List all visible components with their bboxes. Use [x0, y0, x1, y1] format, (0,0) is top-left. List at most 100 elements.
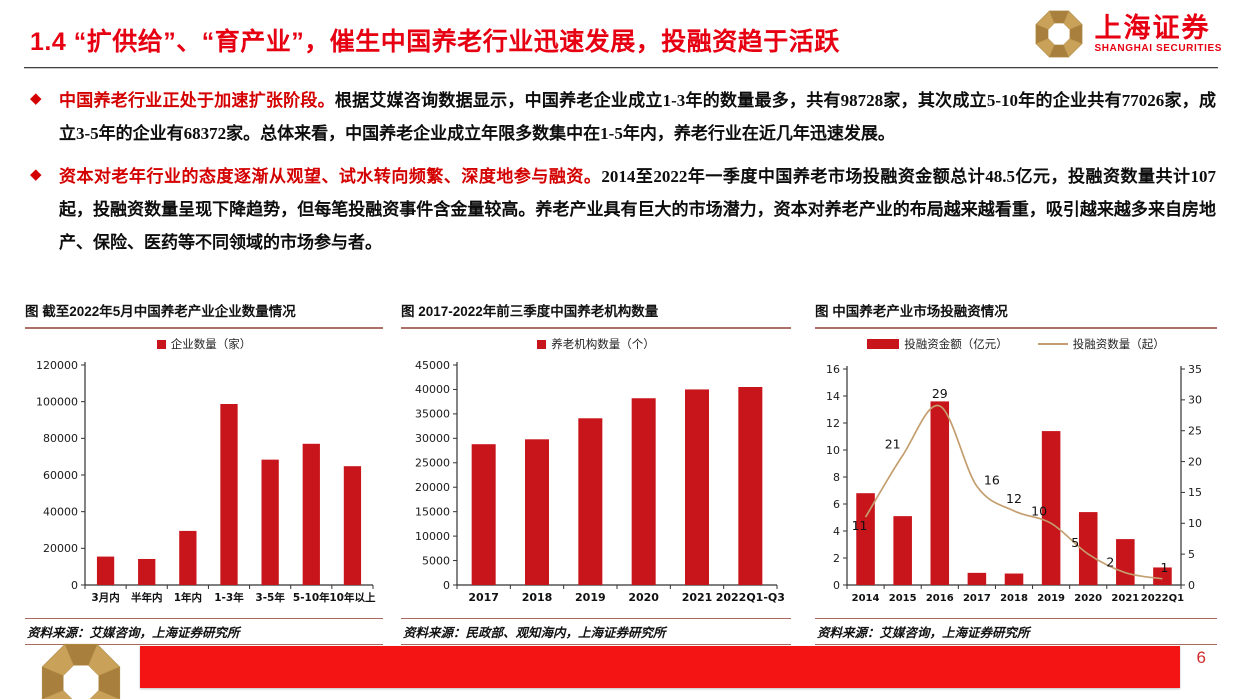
x-axis-label: 2015 [889, 593, 917, 604]
bar [1041, 431, 1061, 585]
bar [930, 401, 950, 585]
gem-center [63, 665, 99, 699]
y2-axis-label: 15 [1188, 486, 1202, 499]
bar [179, 530, 197, 585]
chart-institution-count: 图 2017-2022年前三季度中国养老机构数量 养老机构数量（个） 0 5000… [401, 300, 791, 645]
y-axis-label: 2 [833, 552, 840, 565]
bullet-lead: 资本对老年行业的态度逐渐从观望、试水转向频繁、深度地参与融资。 [59, 167, 602, 186]
line-data-label: 21 [885, 436, 901, 451]
bar [685, 389, 709, 585]
chart-source: 资料来源：民政部、观知海内，上海证券研究所 [401, 618, 791, 645]
x-axis-label: 2021 [1111, 593, 1139, 604]
x-axis-label: 3月内 [91, 591, 119, 604]
x-axis-label: 2014 [852, 593, 880, 604]
bullet-item: ◆ 资本对老年行业的态度逐渐从观望、试水转向频繁、深度地参与融资。2014至202… [30, 160, 1216, 259]
footer-banner [140, 646, 1180, 688]
chart-source: 资料来源：艾媒咨询，上海证券研究所 [815, 618, 1217, 645]
y-axis-label: 120000 [36, 359, 78, 372]
bar-legend-swatch [867, 339, 900, 349]
line-data-label: 10 [1031, 503, 1047, 518]
y2-axis-label: 25 [1188, 425, 1202, 438]
y-axis-label: 40000 [43, 505, 78, 518]
legend-label: 养老机构数量（个） [551, 339, 655, 351]
y-axis-label: 0 [833, 579, 840, 592]
bar [967, 572, 987, 585]
gem-facet [41, 689, 73, 699]
bullet-item: ◆ 中国养老行业正处于加速扩张阶段。根据艾媒咨询数据显示，中国养老企业成立1-3年… [30, 84, 1216, 150]
bullet-list: ◆ 中国养老行业正处于加速扩张阶段。根据艾媒咨询数据显示，中国养老企业成立1-3年… [30, 84, 1216, 269]
chart-enterprise-count: 图 截至2022年5月中国养老产业企业数量情况 企业数量（家） 0 20000 40… [25, 300, 383, 645]
x-axis-label: 2022Q1-Q3 [716, 591, 785, 604]
x-axis-label: 2019 [575, 591, 606, 604]
institution-count-bar-chart: 0 5000 10000 15000 20000 25000 30000 35000 40000… [415, 359, 785, 604]
y-axis-label: 20000 [415, 481, 450, 494]
y-axis-label: 100000 [36, 395, 78, 408]
x-axis-label: 2022Q1 [1141, 593, 1184, 604]
bullet-body: 根据艾媒咨询数据显示，中国养老企业成立1-3年的数量最多，共有98728家，其次… [59, 91, 1216, 143]
bar [302, 443, 320, 585]
legend-label: 企业数量（家） [170, 339, 252, 351]
bullet-lead: 中国养老行业正处于加速扩张阶段。 [59, 91, 335, 110]
line-data-label: 16 [984, 472, 1000, 487]
bar [1078, 512, 1098, 585]
y-axis-label: 6 [833, 498, 840, 511]
x-axis-label: 10年以上 [329, 591, 376, 604]
bar-legend-swatch [537, 339, 547, 349]
brand-subtitle: SHANGHAI SECURITIES [1094, 42, 1222, 54]
y2-axis-label: 20 [1188, 455, 1202, 468]
y-axis-label: 0 [443, 579, 450, 592]
bullet-diamond-icon: ◆ [30, 167, 42, 183]
y2-axis-label: 0 [1188, 579, 1195, 592]
bar [1004, 573, 1024, 585]
bar [471, 444, 496, 585]
line-data-label: 11 [852, 518, 868, 533]
y-axis-label: 5000 [422, 554, 450, 567]
gem-center [1048, 23, 1071, 45]
shanghai-securities-gem-icon [1035, 10, 1084, 58]
y-axis-label: 20000 [43, 542, 78, 555]
y-axis-label: 10 [826, 444, 840, 457]
y-axis-label: 40000 [415, 383, 450, 396]
bar [631, 398, 656, 585]
bar [738, 387, 763, 585]
x-axis-label: 2021 [682, 591, 713, 604]
bar [856, 493, 875, 585]
legend-item: 投融资金额（亿元） [867, 336, 1008, 352]
y2-axis-label: 10 [1188, 517, 1202, 530]
enterprise-count-bar-chart: 0 20000 40000 60000 80000 100000 120000 3月内 半年内 1… [36, 359, 376, 604]
legend-label: 投融资金额（亿元） [904, 339, 1008, 351]
y2-axis-label: 5 [1188, 548, 1195, 561]
x-axis-label: 2016 [926, 593, 954, 604]
y2-axis-label: 30 [1188, 394, 1202, 407]
y-axis-label: 60000 [43, 469, 78, 482]
chart-legend: 投融资金额（亿元） 投融资数量（起） [815, 331, 1217, 357]
legend-item: 投融资数量（起） [1037, 336, 1165, 352]
chart-title: 图 截至2022年5月中国养老产业企业数量情况 [25, 300, 383, 329]
x-axis-label: 2019 [1037, 593, 1065, 604]
bar [220, 403, 238, 585]
x-axis-label: 2020 [628, 591, 659, 604]
line-data-label: 2 [1106, 555, 1114, 570]
bar [138, 558, 156, 585]
y-axis-label: 14 [826, 390, 840, 403]
page-number: 6 [1196, 648, 1206, 667]
charts-row: 图 截至2022年5月中国养老产业企业数量情况 企业数量（家） 0 20000 40… [25, 300, 1217, 645]
y-axis-label: 4 [833, 525, 840, 538]
line-data-label: 12 [1006, 491, 1022, 506]
line-series [864, 404, 1163, 580]
bar [261, 459, 279, 585]
y-axis-label: 16 [826, 363, 840, 376]
line-data-label: 1 [1160, 560, 1168, 575]
x-axis-label: 2017 [963, 593, 991, 604]
x-axis-label: 3-5年 [255, 591, 285, 604]
y-axis-label: 0 [71, 579, 78, 592]
bullet-diamond-icon: ◆ [30, 91, 42, 107]
brand-name: 上海证券 [1094, 13, 1211, 44]
chart-legend: 养老机构数量（个） [401, 331, 791, 357]
chart-investment: 图 中国养老产业市场投融资情况 投融资金额（亿元） 投融资数量（起） 0 2 4 6 8 1… [815, 300, 1217, 645]
y-axis-label: 35000 [415, 408, 450, 421]
y-axis-label: 25000 [415, 457, 450, 470]
bar [1116, 539, 1135, 585]
